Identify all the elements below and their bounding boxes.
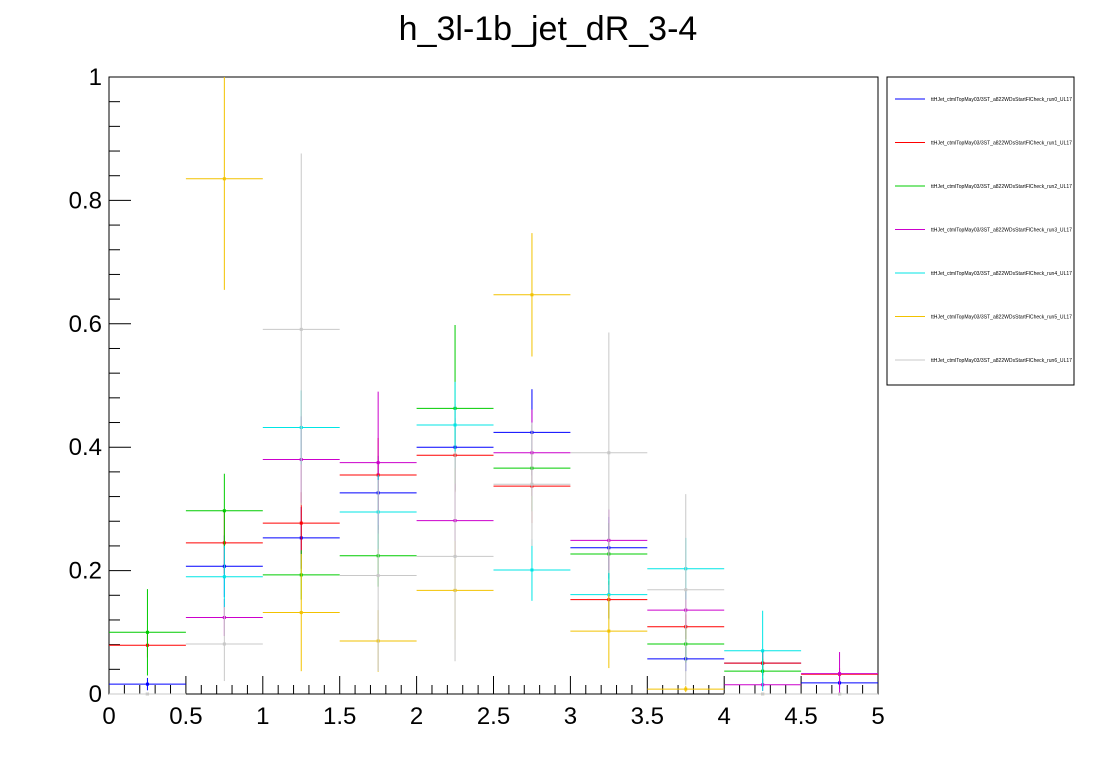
data-point: [530, 568, 534, 572]
x-tick-label: 3.5: [631, 703, 664, 730]
data-point: [607, 451, 611, 455]
x-tick-label: 4: [718, 703, 731, 730]
y-axis-tick-labels: 0 0.2 0.4 0.6 0.8 1: [69, 64, 102, 708]
legend: ttHJet_ctmlTopMay03/3ST_a822WDsStartFlCh…: [895, 97, 1072, 364]
x-tick-label: 0: [102, 703, 115, 730]
chart-title: h_3l-1b_jet_dR_3-4: [399, 10, 698, 48]
legend-box: [886, 76, 1075, 386]
legend-entry: ttHJet_ctmlTopMay03/3ST_a822WDsStartFlCh…: [895, 184, 1072, 190]
data-point: [299, 611, 303, 615]
legend-label: ttHJet_ctmlTopMay03/3ST_a822WDsStartFlCh…: [931, 228, 1072, 234]
data-point: [222, 509, 226, 513]
data-point: [376, 574, 380, 578]
legend-label: ttHJet_ctmlTopMay03/3ST_a822WDsStartFlCh…: [931, 141, 1072, 147]
x-tick-label: 1: [256, 703, 269, 730]
y-tick-label: 1: [89, 64, 102, 91]
legend-label: ttHJet_ctmlTopMay03/3ST_a822WDsStartFlCh…: [931, 184, 1072, 190]
legend-entry: ttHJet_ctmlTopMay03/3ST_a822WDsStartFlCh…: [895, 315, 1072, 321]
legend-entry: ttHJet_ctmlTopMay03/3ST_a822WDsStartFlCh…: [895, 141, 1072, 147]
legend-label: ttHJet_ctmlTopMay03/3ST_a822WDsStartFlCh…: [931, 358, 1072, 364]
data-point: [222, 575, 226, 579]
plot-frame: [108, 76, 879, 695]
x-tick-label: 5: [871, 703, 884, 730]
series-run6: [109, 153, 878, 696]
legend-label: ttHJet_ctmlTopMay03/3ST_a822WDsStartFlCh…: [931, 271, 1072, 277]
series-group: [109, 77, 878, 696]
legend-entry: ttHJet_ctmlTopMay03/3ST_a822WDsStartFlCh…: [895, 97, 1072, 103]
data-point: [453, 423, 457, 427]
data-point: [299, 521, 303, 525]
data-point: [453, 554, 457, 558]
x-tick-label: 0.5: [169, 703, 202, 730]
data-point: [761, 692, 765, 696]
y-tick-label: 0.6: [69, 311, 102, 338]
data-point: [607, 629, 611, 633]
legend-label: ttHJet_ctmlTopMay03/3ST_a822WDsStartFlCh…: [931, 97, 1072, 103]
data-point: [684, 588, 688, 592]
legend-entry: ttHJet_ctmlTopMay03/3ST_a822WDsStartFlCh…: [895, 358, 1072, 364]
x-axis-tick-labels: 0 0.5 1 1.5 2 2.5 3 3.5 4 4.5 5: [102, 703, 884, 730]
data-point: [145, 692, 149, 696]
x-tick-label: 3: [564, 703, 577, 730]
data-point: [222, 642, 226, 646]
y-tick-label: 0: [89, 681, 102, 708]
x-tick-label: 1.5: [323, 703, 356, 730]
y-tick-label: 0.8: [69, 187, 102, 214]
data-point: [299, 327, 303, 331]
data-point: [376, 461, 380, 465]
data-point: [145, 630, 149, 634]
axis-ticks: [108, 76, 879, 695]
y-tick-label: 0.2: [69, 558, 102, 585]
legend-entry: ttHJet_ctmlTopMay03/3ST_a822WDsStartFlCh…: [895, 228, 1072, 234]
legend-label: ttHJet_ctmlTopMay03/3ST_a822WDsStartFlCh…: [931, 315, 1072, 321]
y-tick-label: 0.4: [69, 434, 102, 461]
data-point: [530, 293, 534, 297]
data-point: [838, 672, 842, 676]
data-point: [530, 482, 534, 486]
data-point: [145, 682, 149, 686]
data-point: [222, 177, 226, 181]
data-point: [684, 687, 688, 691]
x-tick-label: 2: [410, 703, 423, 730]
x-tick-label: 2.5: [477, 703, 510, 730]
data-point: [838, 692, 842, 696]
legend-entry: ttHJet_ctmlTopMay03/3ST_a822WDsStartFlCh…: [895, 271, 1072, 277]
data-point: [761, 649, 765, 653]
x-tick-label: 4.5: [784, 703, 817, 730]
